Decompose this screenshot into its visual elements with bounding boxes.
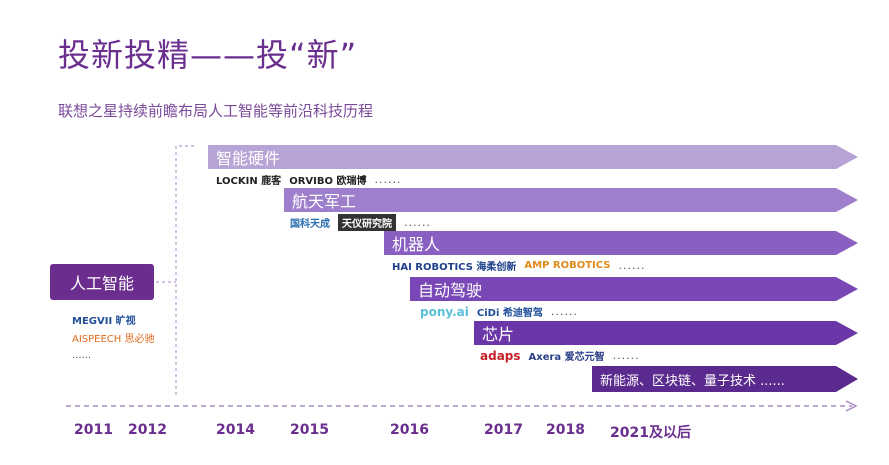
- year-label: 2012: [128, 422, 167, 438]
- logo-hai-robotics: HAI ROBOTICS 海柔创新: [392, 262, 517, 273]
- row-label: 芯片: [482, 325, 515, 344]
- row-arrow-new-energy: 新能源、区块链、量子技术 ......: [592, 366, 858, 392]
- year-label: 2016: [390, 422, 429, 438]
- logo-guoketiancheng: 国科天成: [290, 219, 330, 230]
- timeline-arrowhead: [845, 400, 858, 412]
- more-dots: ......: [550, 305, 578, 318]
- row-label: 智能硬件: [216, 149, 281, 168]
- logo-orvibo: ORVIBO 欧瑞博: [289, 176, 367, 187]
- more-dots: ......: [618, 259, 646, 272]
- logo-axera: Axera 爱芯元智: [528, 352, 605, 363]
- row-logos-chips: adaps Axera 爱芯元智 ......: [480, 348, 640, 364]
- row-logos-aerospace: 国科天成 天仪研究院 ......: [290, 214, 431, 231]
- logo-adaps: adaps: [480, 348, 521, 363]
- more-dots: ......: [404, 216, 431, 229]
- row-arrow-chips: 芯片: [474, 321, 858, 345]
- page-title: 投新投精——投“新”: [58, 36, 358, 74]
- year-label: 2017: [484, 422, 523, 438]
- row-arrow-autonomous-driving: 自动驾驶: [410, 277, 858, 301]
- row-arrow-smart-hardware: 智能硬件: [208, 145, 858, 169]
- row-arrow-aerospace: 航天军工: [284, 188, 858, 212]
- row-logos-autonomous-driving: pony.ai CiDi 希迪智驾 ......: [420, 304, 578, 320]
- logo-tianyi: 天仪研究院: [338, 214, 396, 231]
- year-label: 2011: [74, 422, 113, 438]
- logo-lockin: LOCKIN 鹿客: [216, 176, 282, 187]
- year-label: 2021及以后: [610, 425, 691, 441]
- row-label: 航天军工: [292, 192, 357, 211]
- root-more-dots: ......: [72, 350, 92, 361]
- root-node-ai: 人工智能: [50, 264, 154, 300]
- year-label: 2015: [290, 422, 329, 438]
- more-dots: ......: [374, 173, 402, 186]
- logo-cidi: CiDi 希迪智驾: [476, 308, 543, 319]
- logo-aispeech: AISPEECH 思必驰: [72, 334, 155, 345]
- year-label: 2014: [216, 422, 255, 438]
- more-dots: ......: [612, 349, 640, 362]
- logo-amp-robotics: AMP ROBOTICS: [524, 260, 611, 271]
- logo-megvii: MEGVII 旷视: [72, 316, 136, 327]
- page-subtitle: 联想之星持续前瞻布局人工智能等前沿科技历程: [58, 102, 374, 120]
- row-arrow-robotics: 机器人: [384, 231, 858, 255]
- row-label: 新能源、区块链、量子技术 ......: [600, 373, 785, 389]
- year-label: 2018: [546, 422, 585, 438]
- row-logos-smart-hardware: LOCKIN 鹿客 ORVIBO 欧瑞博 ......: [216, 172, 401, 187]
- row-label: 自动驾驶: [418, 281, 483, 300]
- row-logos-robotics: HAI ROBOTICS 海柔创新 AMP ROBOTICS ......: [392, 258, 645, 273]
- row-label: 机器人: [392, 235, 441, 254]
- logo-pony: pony.ai: [420, 304, 469, 319]
